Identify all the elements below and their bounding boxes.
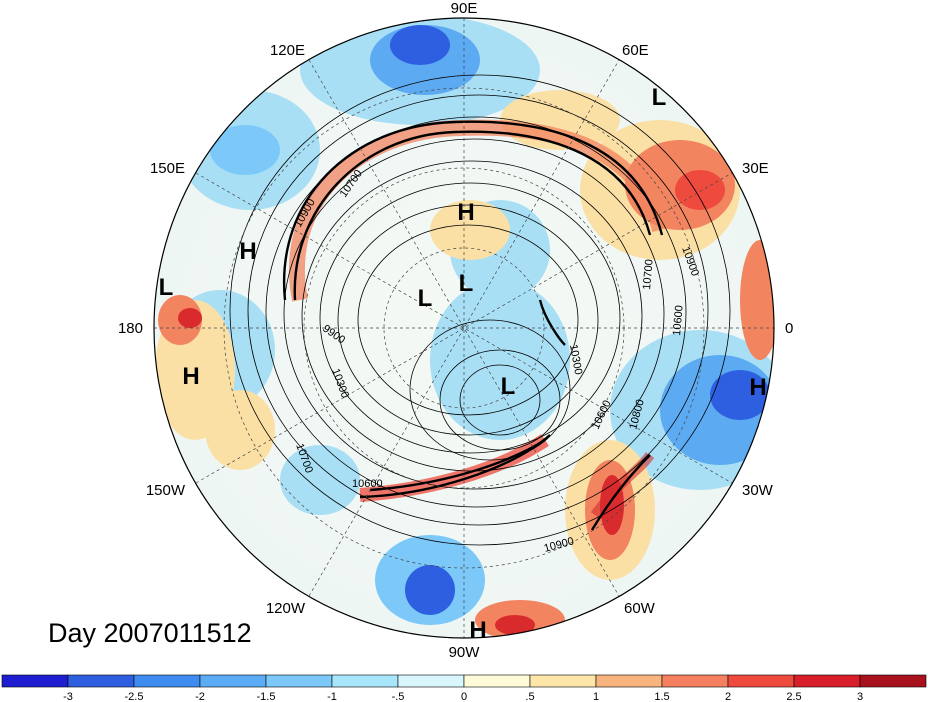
low-marker: L bbox=[501, 373, 516, 400]
low-marker: L bbox=[159, 274, 174, 301]
colorbar-box bbox=[331, 674, 399, 688]
high-marker: H bbox=[182, 363, 199, 390]
colorbar-tick-label: 1.5 bbox=[654, 691, 669, 702]
colorbar-tick-label: -2.5 bbox=[125, 691, 144, 702]
lon-label-30w: 30W bbox=[742, 482, 774, 499]
colorbar-box bbox=[1, 674, 69, 688]
high-marker: H bbox=[749, 374, 766, 401]
contour-label: 10300 bbox=[567, 343, 584, 375]
jet-core-contours bbox=[282, 120, 664, 531]
colorbar-box bbox=[661, 674, 729, 688]
colorbar-box bbox=[265, 674, 333, 688]
colorbar-box bbox=[463, 674, 531, 688]
low-marker: L bbox=[459, 270, 474, 297]
colorbar: -3 -2.5 -2 -1.5 -1 -.5 0 .5 1 1.5 2 2.5 3 bbox=[1, 674, 927, 702]
map-boundary bbox=[153, 17, 775, 639]
colorbar-tick-label: 1 bbox=[593, 691, 599, 702]
colorbar-tick-label: 2 bbox=[725, 691, 731, 702]
high-marker: H bbox=[239, 238, 256, 265]
colorbar-box bbox=[727, 674, 795, 688]
colorbar-tick-label: .5 bbox=[525, 691, 534, 702]
contour-label: 10700 bbox=[641, 259, 656, 291]
low-marker: L bbox=[418, 285, 433, 312]
lon-label-30e: 30E bbox=[742, 160, 769, 177]
high-marker: H bbox=[457, 199, 474, 226]
low-marker: L bbox=[652, 84, 667, 111]
contour-label: 10600 bbox=[671, 305, 686, 337]
colorbar-boxes bbox=[1, 674, 927, 688]
colorbar-tick-label: -1 bbox=[327, 691, 337, 702]
colorbar-tick-label: -3 bbox=[63, 691, 73, 702]
colorbar-box bbox=[529, 674, 597, 688]
colorbar-tick-label: -.5 bbox=[392, 691, 405, 702]
colorbar-box bbox=[67, 674, 135, 688]
anomaly-field bbox=[154, 18, 774, 638]
colorbar-tick-label: -2 bbox=[195, 691, 205, 702]
longitude-labels: 90E 60E 30E 0 30W 60W 90W 120W 150W 180 … bbox=[118, 0, 793, 661]
high-marker: H bbox=[469, 617, 486, 644]
day-label: Day 2007011512 bbox=[48, 618, 252, 648]
colorbar-tick-label: 2.5 bbox=[786, 691, 801, 702]
lon-label-180: 180 bbox=[118, 320, 143, 337]
height-contours bbox=[229, 74, 731, 546]
meridians bbox=[154, 18, 774, 638]
colorbar-labels: -3 -2.5 -2 -1.5 -1 -.5 0 .5 1 1.5 2 2.5 3 bbox=[63, 691, 863, 702]
colorbar-box bbox=[793, 674, 861, 688]
lon-label-90e: 90E bbox=[451, 0, 478, 17]
colorbar-tick-label: -1.5 bbox=[257, 691, 276, 702]
lon-label-120e: 120E bbox=[270, 42, 305, 59]
colorbar-box bbox=[133, 674, 201, 688]
colorbar-box bbox=[199, 674, 267, 688]
lon-label-60w: 60W bbox=[624, 600, 656, 617]
colorbar-tick-label: 0 bbox=[461, 691, 467, 702]
colorbar-box bbox=[595, 674, 663, 688]
lon-label-150w: 150W bbox=[146, 482, 186, 499]
contour-label: 10600 bbox=[352, 478, 383, 490]
colorbar-box bbox=[397, 674, 465, 688]
colorbar-tick-label: 3 bbox=[857, 691, 863, 702]
colorbar-box bbox=[859, 674, 927, 688]
lon-label-90w: 90W bbox=[449, 644, 481, 661]
lon-label-60e: 60E bbox=[622, 42, 649, 59]
pressure-center-markers: H H H H H L L L L L bbox=[159, 84, 767, 644]
lon-label-150e: 150E bbox=[150, 160, 185, 177]
lon-label-0: 0 bbox=[785, 320, 793, 337]
lon-label-120w: 120W bbox=[266, 600, 306, 617]
